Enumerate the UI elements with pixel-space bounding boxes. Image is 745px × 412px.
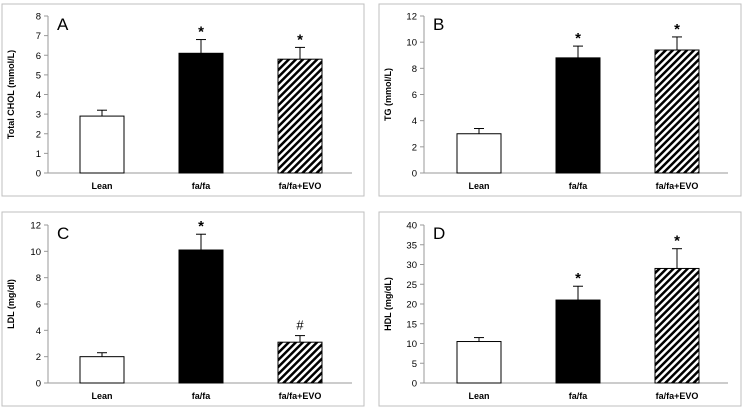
bar-lean xyxy=(456,133,502,174)
y-tick-label: 40 xyxy=(406,221,417,232)
bar-fa-fa xyxy=(555,299,601,384)
y-tick-label: 0 xyxy=(36,379,41,390)
x-tick-label-fa-fa-evo: fa/fa+EVO xyxy=(656,181,699,191)
y-tick-label: 3 xyxy=(36,110,41,121)
y-tick-label: 12 xyxy=(30,221,41,232)
y-tick-label: 10 xyxy=(406,339,417,350)
y-tick-label: 4 xyxy=(36,90,41,101)
y-tick-label: 0 xyxy=(36,169,41,180)
panel-a: 0 1 2 3 4 5 6 7 8 Total CHOL (mmol/L) A Lean * fa/fa *… xyxy=(1,3,365,197)
bar-lean xyxy=(79,356,125,384)
bar-lean xyxy=(456,341,502,384)
significance-marker-fa-fa-evo: * xyxy=(674,21,680,38)
x-tick-label-fa-fa: fa/fa xyxy=(569,181,589,191)
y-tick-label: 8 xyxy=(36,12,41,23)
panel-label: B xyxy=(433,15,444,34)
y-tick-label: 15 xyxy=(406,319,417,330)
y-tick-label: 35 xyxy=(406,240,417,251)
bar-lean xyxy=(79,115,125,174)
y-axis-title: LDL (mg/dl) xyxy=(6,279,16,329)
panel-label: A xyxy=(57,15,69,34)
x-tick-label-fa-fa: fa/fa xyxy=(569,391,589,401)
y-tick-label: 8 xyxy=(412,64,417,75)
panel-label: C xyxy=(57,224,69,243)
y-tick-label: 4 xyxy=(412,116,417,127)
panel-b: 0 2 4 6 8 10 12 TG (mmol/L) B Lean * fa/fa * fa/fa+EV… xyxy=(378,3,742,197)
significance-marker-fa-fa-evo: * xyxy=(297,31,303,48)
x-tick-label-fa-fa-evo: fa/fa+EVO xyxy=(279,391,322,401)
panel-c: 0 2 4 6 8 10 12 LDL (mg/dl) C Lean * fa/fa # fa/fa+EV… xyxy=(1,211,365,407)
y-axis-title: TG (mmol/L) xyxy=(383,68,393,121)
bar-fa-fa xyxy=(555,57,601,174)
y-tick-label: 10 xyxy=(30,247,41,258)
x-tick-label-lean: Lean xyxy=(91,181,112,191)
y-axis-title: Total CHOL (mmol/L) xyxy=(6,50,16,139)
bar-fa-fa-evo xyxy=(654,49,700,174)
significance-marker-fa-fa-evo: * xyxy=(674,233,680,250)
bar-fa-fa xyxy=(178,249,224,384)
y-tick-label: 30 xyxy=(406,260,417,271)
x-tick-label-fa-fa: fa/fa xyxy=(192,181,212,191)
y-tick-label: 1 xyxy=(36,149,41,160)
y-tick-label: 0 xyxy=(412,379,417,390)
y-tick-label: 12 xyxy=(406,12,417,23)
y-tick-label: 7 xyxy=(36,31,41,42)
y-tick-label: 10 xyxy=(406,38,417,49)
bar-fa-fa-evo xyxy=(654,267,700,384)
x-tick-label-fa-fa-evo: fa/fa+EVO xyxy=(656,391,699,401)
significance-marker-fa-fa: * xyxy=(575,270,581,287)
x-tick-label-lean: Lean xyxy=(91,391,112,401)
significance-marker-fa-fa-evo: # xyxy=(296,318,304,333)
y-tick-label: 6 xyxy=(36,51,41,62)
x-tick-label-lean: Lean xyxy=(468,181,489,191)
significance-marker-fa-fa: * xyxy=(198,218,204,235)
bar-fa-fa-evo xyxy=(277,58,323,174)
x-tick-label-lean: Lean xyxy=(468,391,489,401)
y-tick-label: 4 xyxy=(36,326,41,337)
significance-marker-fa-fa: * xyxy=(575,30,581,47)
bar-fa-fa xyxy=(178,52,224,174)
y-tick-label: 20 xyxy=(406,300,417,311)
y-axis-title: HDL (mg/dL) xyxy=(383,277,393,331)
significance-marker-fa-fa: * xyxy=(198,24,204,41)
panel-label: D xyxy=(433,224,445,243)
y-tick-label: 2 xyxy=(412,142,417,153)
y-tick-label: 5 xyxy=(36,70,41,81)
y-tick-label: 6 xyxy=(36,300,41,311)
y-tick-label: 2 xyxy=(36,129,41,140)
y-tick-label: 8 xyxy=(36,273,41,284)
panel-d: 0 5 10 15 20 25 30 35 40 HDL (mg/dL) D Lean * fa/fa * f… xyxy=(378,211,742,407)
y-tick-label: 2 xyxy=(36,352,41,363)
y-tick-label: 25 xyxy=(406,280,417,291)
bar-fa-fa-evo xyxy=(277,341,323,384)
x-tick-label-fa-fa-evo: fa/fa+EVO xyxy=(279,181,322,191)
y-tick-label: 0 xyxy=(412,169,417,180)
y-tick-label: 6 xyxy=(412,90,417,101)
x-tick-label-fa-fa: fa/fa xyxy=(192,391,212,401)
y-tick-label: 5 xyxy=(412,359,417,370)
